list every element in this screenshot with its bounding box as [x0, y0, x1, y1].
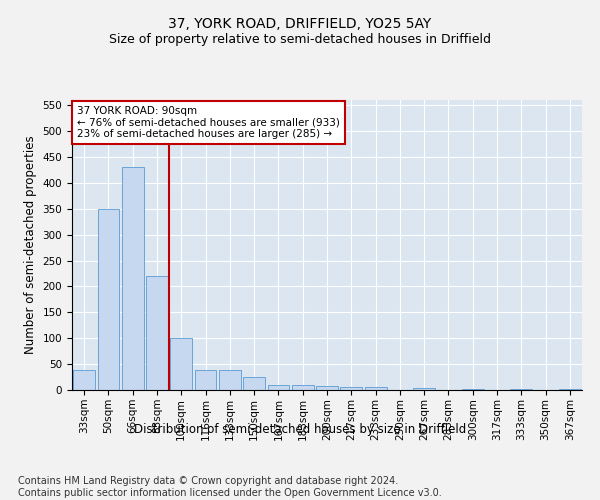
- Text: Distribution of semi-detached houses by size in Driffield: Distribution of semi-detached houses by …: [134, 422, 466, 436]
- Bar: [268, 385, 289, 390]
- Bar: [170, 338, 192, 390]
- Bar: [413, 388, 435, 390]
- Bar: [462, 389, 484, 390]
- Bar: [146, 276, 168, 390]
- Bar: [97, 209, 119, 390]
- Bar: [340, 388, 362, 390]
- Bar: [73, 370, 95, 390]
- Text: 37 YORK ROAD: 90sqm
← 76% of semi-detached houses are smaller (933)
23% of semi-: 37 YORK ROAD: 90sqm ← 76% of semi-detach…: [77, 106, 340, 139]
- Text: Size of property relative to semi-detached houses in Driffield: Size of property relative to semi-detach…: [109, 32, 491, 46]
- Bar: [194, 370, 217, 390]
- Bar: [243, 377, 265, 390]
- Text: Contains HM Land Registry data © Crown copyright and database right 2024.
Contai: Contains HM Land Registry data © Crown c…: [18, 476, 442, 498]
- Bar: [365, 388, 386, 390]
- Bar: [292, 385, 314, 390]
- Bar: [122, 168, 143, 390]
- Bar: [316, 386, 338, 390]
- Bar: [219, 370, 241, 390]
- Y-axis label: Number of semi-detached properties: Number of semi-detached properties: [24, 136, 37, 354]
- Text: 37, YORK ROAD, DRIFFIELD, YO25 5AY: 37, YORK ROAD, DRIFFIELD, YO25 5AY: [169, 18, 431, 32]
